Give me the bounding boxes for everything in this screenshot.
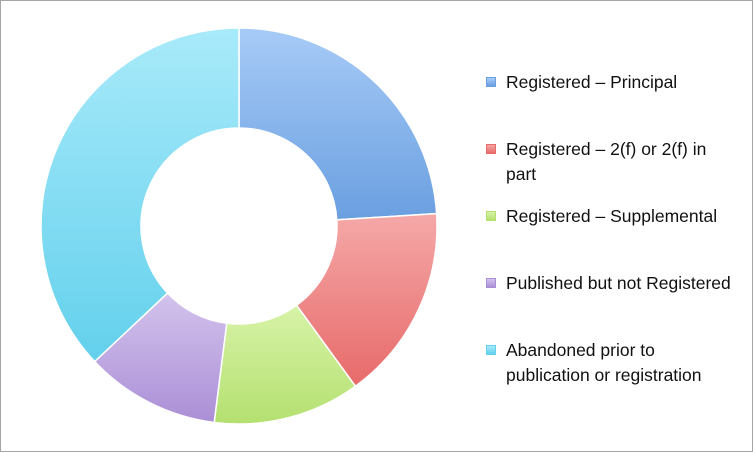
legend-label-published-not-registered: Published but not Registered bbox=[506, 273, 731, 293]
legend-swatch-registered-principal bbox=[486, 77, 496, 87]
legend-label-registered-2f: Registered – 2(f) or 2(f) in part bbox=[506, 139, 707, 184]
legend-swatch-abandoned bbox=[486, 345, 496, 355]
legend-label-abandoned: Abandoned prior to publication or regist… bbox=[506, 340, 702, 385]
legend-label-registered-principal: Registered – Principal bbox=[506, 72, 678, 92]
slice-registered-2f bbox=[295, 212, 438, 388]
legend-swatch-registered-2f bbox=[486, 144, 496, 154]
legend-swatch-registered-supplemental bbox=[486, 211, 496, 221]
legend-label-registered-supplemental: Registered – Supplemental bbox=[506, 206, 718, 226]
slice-abandoned bbox=[40, 27, 240, 363]
legend-swatch-published-not-registered bbox=[486, 278, 496, 288]
slice-registered-principal bbox=[238, 27, 438, 221]
